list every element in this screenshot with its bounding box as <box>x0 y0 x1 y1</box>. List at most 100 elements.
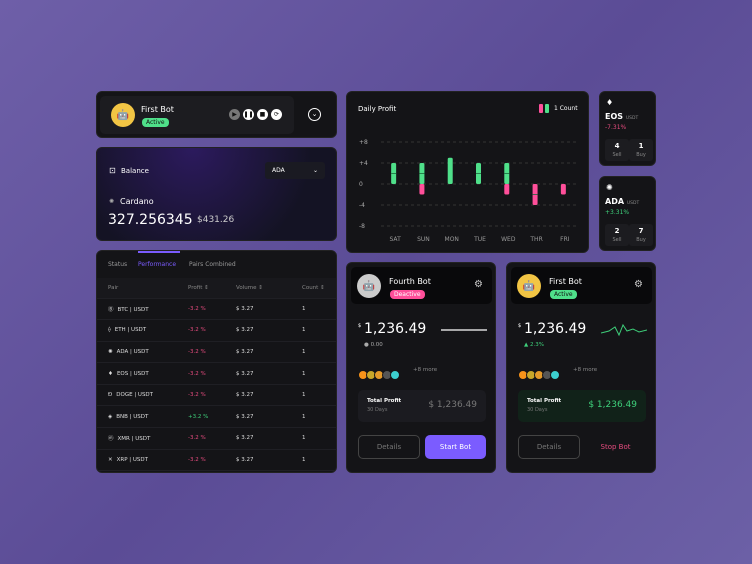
x-tick-label: FRI <box>560 236 570 243</box>
buy-count: 1 <box>638 142 644 150</box>
coin-name: Cardano <box>120 197 154 206</box>
status-badge: Active <box>142 118 169 127</box>
x-tick-label: TUE <box>473 236 486 243</box>
bar <box>447 157 453 184</box>
coin-icon: ✺ <box>108 348 113 355</box>
volume-cell: $ 3.27 <box>225 405 291 429</box>
bot-name: First Bot <box>141 105 174 114</box>
currency-symbol: $ <box>358 323 362 329</box>
eos-icon: ♦ <box>606 98 614 107</box>
table-row[interactable]: ⟠ ETH | USDT -3.2 % $ 3.27 1 <box>97 319 336 342</box>
coin-icon: ✕ <box>108 456 113 463</box>
table-row[interactable]: Ð DOGE | USDT -3.2 % $ 3.27 1 <box>97 384 336 407</box>
x-tick-label: MON <box>445 236 459 243</box>
tab-pairs-combined[interactable]: Pairs Combined <box>189 261 236 268</box>
bar <box>560 184 566 195</box>
chevron-down-icon[interactable]: ⌄ <box>308 108 321 121</box>
coin-symbol: ADA <box>605 197 625 206</box>
change-value: 0.00 <box>370 342 383 348</box>
column-count[interactable]: Count ⇕ <box>291 278 336 299</box>
change-label: ● 0.00 <box>364 342 383 348</box>
sell-label: Sell <box>612 237 622 243</box>
stop-button[interactable]: ■ <box>257 109 268 120</box>
profit-cell: -3.2 % <box>177 341 225 364</box>
y-tick-label: +4 <box>359 160 368 167</box>
coin-icons <box>358 365 400 384</box>
pair-cell: ⟠ ETH | USDT <box>97 319 177 342</box>
bot-value: 1,236.49 <box>364 321 427 337</box>
coin-icon: ♦ <box>108 370 113 377</box>
column-pair[interactable]: Pair <box>97 278 177 299</box>
total-profit-box: Total Profit 30 Days $ 1,236.49 <box>358 390 486 422</box>
pause-button[interactable]: ❚❚ <box>243 109 254 120</box>
play-button[interactable]: ▶ <box>229 109 240 120</box>
details-button[interactable]: Details <box>358 435 420 459</box>
table-row[interactable]: ✕ XRP | USDT -3.2 % $ 3.27 1 <box>97 449 336 472</box>
y-tick-label: -4 <box>359 202 365 209</box>
table-row[interactable]: ◈ BNB | USDT +3.2 % $ 3.27 1 <box>97 405 336 429</box>
y-tick-label: +8 <box>359 139 368 146</box>
table-row[interactable]: Ⓑ BTC | USDT -3.2 % $ 3.27 1 <box>97 298 336 321</box>
coin-quote: USDT <box>626 201 640 206</box>
table-row[interactable]: ⓜ XMR | USDT -3.2 % $ 3.27 1 <box>97 427 336 450</box>
profit-cell: -3.2 % <box>177 298 225 321</box>
refresh-button[interactable]: ⟳ <box>271 109 282 120</box>
ada-buy: 7 Buy <box>629 224 653 246</box>
profit-cell: -3.2 % <box>177 319 225 342</box>
count-cell: 1 <box>291 319 336 342</box>
legend-green-swatch <box>545 104 549 113</box>
x-tick-label: THR <box>529 236 542 243</box>
stop-bot-button[interactable]: Stop Bot <box>600 443 631 451</box>
pair-label: BNB | USDT <box>116 413 149 420</box>
volume-cell: $ 3.27 <box>225 319 291 342</box>
total-profit-box: Total Profit 30 Days $ 1,236.49 <box>518 390 646 422</box>
pair-cell: ✕ XRP | USDT <box>97 449 177 472</box>
sparkline <box>601 323 647 337</box>
x-tick-label: SAT <box>390 236 402 243</box>
start-bot-button[interactable]: Start Bot <box>425 435 486 459</box>
balance-usd: $431.26 <box>197 215 235 225</box>
chart-title: Daily Profit <box>358 105 397 113</box>
period-label: 30 Days <box>527 407 548 413</box>
more-coins[interactable]: +8 more <box>573 367 598 373</box>
tab-status[interactable]: Status <box>108 261 128 268</box>
column-volume[interactable]: Volume ⇕ <box>225 278 291 299</box>
volume-cell: $ 3.27 <box>225 341 291 364</box>
gear-icon[interactable]: ⚙ <box>634 279 643 290</box>
pair-cell: ⓜ XMR | USDT <box>97 427 177 450</box>
bot-avatar: 🤖 <box>517 274 541 298</box>
details-button[interactable]: Details <box>518 435 580 459</box>
pair-cell: ♦ EOS | USDT <box>97 362 177 385</box>
chevron-down-icon: ⌄ <box>312 167 318 174</box>
profit-cell: +3.2 % <box>177 405 225 429</box>
change-label: ▲ 2.3% <box>524 342 544 348</box>
ada-change: +3.31% <box>605 209 630 216</box>
currency-select[interactable]: ADA ⌄ <box>265 162 325 179</box>
gear-icon[interactable]: ⚙ <box>474 279 483 290</box>
pair-label: XRP | USDT <box>116 456 148 463</box>
cardano-icon: ✺ <box>109 198 115 205</box>
change-value: 2.3% <box>529 342 544 348</box>
bot-name: Fourth Bot <box>389 277 431 286</box>
total-profit-label: Total Profit <box>367 398 402 404</box>
ada-sell: 2 Sell <box>605 224 629 246</box>
profit-cell: -3.2 % <box>177 362 225 385</box>
volume-cell: $ 3.27 <box>225 298 291 321</box>
fourth-bot-card: 🤖 Fourth Bot Deactive ⚙ $ 1,236.49 ● 0.0… <box>346 262 496 473</box>
more-coins[interactable]: +8 more <box>413 367 438 373</box>
x-tick-label: SUN <box>417 236 430 243</box>
count-cell: 1 <box>291 341 336 364</box>
column-profit[interactable]: Profit ⇕ <box>177 278 225 299</box>
table-row[interactable]: ✺ ADA | USDT -3.2 % $ 3.27 1 <box>97 341 336 364</box>
pair-label: ETH | USDT <box>114 327 147 334</box>
total-profit-label: Total Profit <box>527 398 562 404</box>
table-row[interactable]: ♦ EOS | USDT -3.2 % $ 3.27 1 <box>97 362 336 385</box>
tab-performance[interactable]: Performance <box>138 261 177 268</box>
x-tick-label: WED <box>501 236 516 243</box>
pair-label: BTC | USDT <box>117 306 149 313</box>
count-cell: 1 <box>291 298 336 321</box>
bot-avatar: 🤖 <box>357 274 381 298</box>
volume-cell: $ 3.27 <box>225 362 291 385</box>
pairs-table: Pair Profit ⇕ Volume ⇕ Count ⇕ Ⓑ BTC | US… <box>97 278 336 472</box>
daily-profit-card: Daily Profit 1 Count +8 +4 0 -4 -8 SAT SUN MON T… <box>346 91 589 253</box>
